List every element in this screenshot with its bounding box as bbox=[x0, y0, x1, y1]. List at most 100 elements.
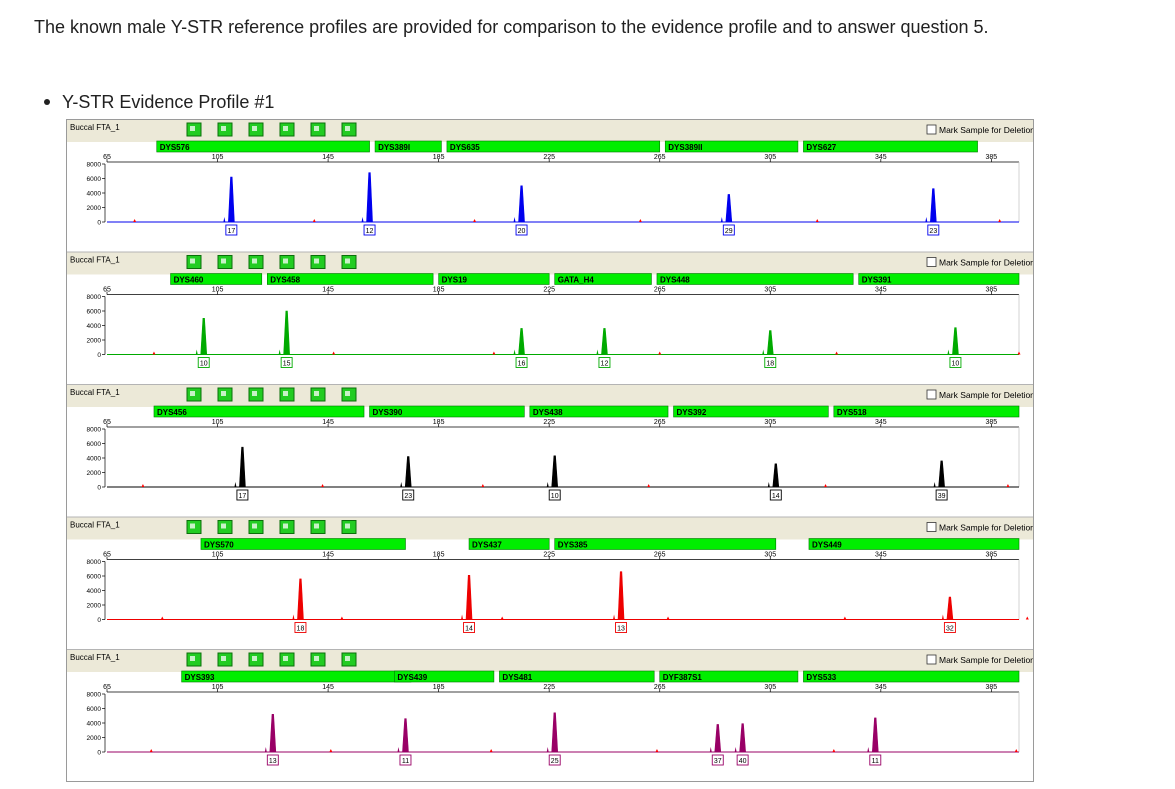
button-glint bbox=[345, 523, 350, 529]
allele-call-box bbox=[935, 489, 948, 501]
deletion-checkbox[interactable] bbox=[926, 389, 937, 400]
allele-call-box bbox=[266, 754, 279, 766]
button-glint bbox=[221, 523, 226, 529]
allele-call-label: 17 bbox=[227, 228, 235, 235]
button-glint bbox=[221, 656, 226, 661]
locus-label: DYS448 bbox=[660, 276, 690, 285]
y-tick-label: 8000 bbox=[87, 427, 102, 434]
artifact-marker bbox=[815, 219, 819, 222]
x-tick-label: 185 bbox=[433, 419, 445, 426]
peak bbox=[766, 330, 774, 355]
peak bbox=[402, 718, 409, 753]
allele-call-box bbox=[515, 357, 528, 368]
x-tick-label: 225 bbox=[543, 419, 555, 426]
button-glint bbox=[221, 126, 226, 131]
deletion-checkbox[interactable] bbox=[926, 257, 937, 267]
artifact-marker bbox=[473, 219, 477, 222]
x-tick-label: 65 bbox=[103, 684, 111, 691]
stutter-peak bbox=[264, 747, 267, 752]
peak bbox=[725, 194, 733, 223]
x-tick-label: 145 bbox=[322, 552, 334, 559]
button-glint bbox=[345, 126, 350, 131]
x-tick-label: 345 bbox=[875, 287, 887, 294]
y-tick-label: 0 bbox=[97, 750, 101, 757]
artifact-marker bbox=[312, 219, 316, 222]
peak bbox=[714, 724, 722, 753]
button-glint bbox=[283, 258, 288, 264]
x-tick-label: 305 bbox=[764, 552, 776, 559]
locus-bin bbox=[266, 273, 434, 285]
x-tick-label: 265 bbox=[654, 154, 666, 161]
locus-bin bbox=[673, 405, 829, 418]
artifact-marker bbox=[340, 616, 344, 620]
x-tick-label: 345 bbox=[875, 684, 887, 691]
button-glint bbox=[221, 391, 226, 396]
button-glint bbox=[314, 126, 319, 131]
locus-bin bbox=[438, 273, 550, 285]
stutter-peak bbox=[292, 614, 295, 620]
y-tick-label: 6000 bbox=[87, 574, 102, 581]
locus-bin bbox=[529, 405, 669, 418]
artifact-marker bbox=[666, 616, 670, 620]
allele-call-label: 18 bbox=[766, 361, 774, 368]
stutter-peak bbox=[596, 349, 599, 355]
x-tick-label: 105 bbox=[212, 287, 224, 294]
x-tick-label: 225 bbox=[543, 552, 555, 559]
locus-label: DYS393 bbox=[185, 673, 215, 682]
y-tick-label: 2000 bbox=[87, 205, 102, 212]
bullet-item: Y-STR Evidence Profile #1 bbox=[44, 89, 274, 115]
locus-label: DYS481 bbox=[502, 673, 532, 682]
artifact-marker bbox=[152, 351, 156, 355]
allele-call-label: 12 bbox=[366, 228, 374, 235]
allele-call-box bbox=[722, 224, 735, 236]
locus-label: DYS438 bbox=[533, 408, 563, 417]
sample-name: Buccal FTA_1 bbox=[70, 521, 120, 530]
button-glint bbox=[283, 391, 288, 396]
locus-label: DYS392 bbox=[677, 408, 707, 417]
allele-call-label: 12 bbox=[601, 361, 609, 368]
stutter-peak bbox=[278, 349, 281, 355]
x-tick-label: 305 bbox=[764, 154, 776, 161]
allele-call-label: 16 bbox=[518, 361, 526, 368]
allele-call-label: 17 bbox=[239, 493, 247, 500]
allele-call-box bbox=[515, 224, 528, 236]
button-glint bbox=[252, 391, 257, 396]
allele-call-box bbox=[769, 489, 782, 501]
allele-call-label: 29 bbox=[725, 228, 733, 235]
deletion-label: Mark Sample for Deletion bbox=[939, 258, 1033, 268]
x-tick-label: 225 bbox=[543, 154, 555, 161]
locus-bin bbox=[468, 538, 550, 550]
deletion-checkbox[interactable] bbox=[926, 124, 937, 135]
locus-label: DYF387S1 bbox=[663, 673, 703, 682]
allele-call-label: 15 bbox=[283, 361, 291, 368]
allele-call-box bbox=[548, 754, 561, 766]
panel-1: Buccal FTA_1 Mark Sample for Deletion DYS5… bbox=[67, 120, 1033, 253]
locus-bin bbox=[156, 140, 370, 153]
allele-call-box bbox=[463, 622, 475, 633]
locus-label: DYS458 bbox=[270, 276, 300, 285]
deletion-checkbox[interactable] bbox=[926, 654, 937, 665]
peak bbox=[200, 317, 208, 355]
x-tick-label: 265 bbox=[654, 684, 666, 691]
x-tick-label: 225 bbox=[543, 684, 555, 691]
bullet-dot bbox=[44, 98, 50, 105]
locus-bin bbox=[153, 405, 365, 418]
x-tick-label: 385 bbox=[986, 287, 998, 294]
bullet-label: Y-STR Evidence Profile #1 bbox=[62, 92, 275, 112]
artifact-marker bbox=[658, 351, 662, 355]
peak bbox=[239, 446, 246, 488]
allele-call-label: 23 bbox=[404, 493, 412, 500]
deletion-checkbox[interactable] bbox=[926, 522, 937, 532]
artifact-marker bbox=[832, 749, 836, 752]
peak bbox=[269, 714, 277, 753]
button-glint bbox=[283, 656, 288, 661]
y-tick-label: 6000 bbox=[87, 309, 102, 316]
artifact-marker bbox=[489, 749, 493, 752]
y-tick-label: 8000 bbox=[87, 162, 102, 169]
stutter-peak bbox=[925, 217, 928, 222]
stutter-peak bbox=[720, 217, 723, 222]
button-glint bbox=[345, 258, 350, 264]
peak bbox=[617, 571, 625, 620]
button-glint bbox=[283, 126, 288, 131]
peak bbox=[871, 717, 879, 753]
